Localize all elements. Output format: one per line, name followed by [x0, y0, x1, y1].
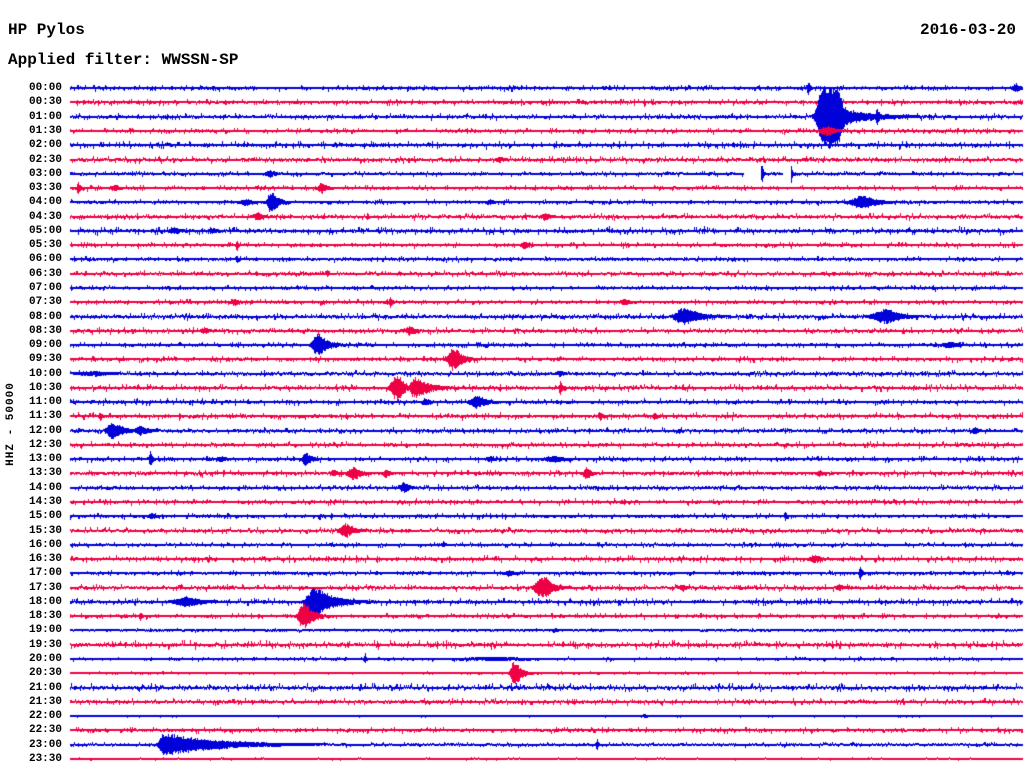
- row-time-label: 01:00: [28, 110, 62, 123]
- row-time-label: 07:00: [28, 281, 62, 294]
- row-time-label: 18:30: [28, 610, 62, 623]
- row-time-label: 15:00: [28, 510, 62, 523]
- row-time-label: 00:00: [28, 82, 62, 95]
- row-time-label: 15:30: [28, 524, 62, 537]
- row-time-label: 14:30: [28, 496, 62, 509]
- applied-filter-label: Applied filter: WWSSN-SP: [8, 51, 239, 69]
- date-label: 2016-03-20: [919, 21, 1016, 39]
- row-time-label: 21:30: [28, 695, 62, 708]
- row-time-label: 04:30: [28, 210, 62, 223]
- row-time-label: 09:00: [28, 339, 62, 352]
- row-time-label: 21:00: [28, 681, 62, 694]
- row-time-label: 07:30: [28, 296, 62, 309]
- row-time-label: 19:30: [28, 638, 62, 651]
- row-time-label: 08:00: [28, 310, 62, 323]
- row-time-label: 05:00: [28, 224, 62, 237]
- row-time-label: 06:00: [28, 253, 62, 266]
- row-time-label: 02:30: [28, 153, 62, 166]
- row-time-label: 11:30: [28, 410, 62, 423]
- row-time-label: 20:00: [28, 653, 62, 665]
- row-time-label: 14:00: [28, 481, 62, 494]
- row-time-label: 17:00: [28, 567, 62, 580]
- row-time-label: 16:00: [28, 538, 62, 551]
- row-time-label: 01:30: [28, 125, 62, 137]
- row-time-label: 09:30: [28, 353, 62, 366]
- row-time-label: 05:30: [28, 239, 62, 252]
- row-time-label: 02:00: [28, 139, 62, 152]
- row-time-label: 19:00: [28, 624, 62, 637]
- row-time-label: 23:30: [28, 752, 62, 765]
- station-title: HP Pylos: [8, 21, 85, 39]
- row-time-label: 00:30: [28, 96, 62, 109]
- row-time-label: 13:00: [28, 453, 62, 466]
- row-time-label: 12:00: [28, 424, 62, 437]
- row-time-label: 10:00: [28, 367, 62, 380]
- row-time-label: 08:30: [28, 324, 62, 337]
- row-time-label: 17:30: [28, 581, 62, 594]
- row-time-label: 22:00: [28, 710, 62, 723]
- row-time-label: 13:30: [28, 467, 62, 480]
- row-time-label: 06:30: [28, 267, 62, 280]
- row-time-label: 10:30: [28, 381, 62, 394]
- row-time-label: 16:30: [28, 553, 62, 566]
- row-time-label: 04:00: [28, 196, 62, 209]
- row-time-label: 03:00: [28, 167, 62, 180]
- row-time-label: 22:30: [28, 724, 62, 737]
- row-time-label: 23:00: [28, 738, 62, 751]
- row-time-label: 18:00: [28, 595, 62, 608]
- row-time-label: 12:30: [28, 438, 62, 451]
- row-time-label: 20:30: [28, 667, 62, 680]
- row-time-label: 11:00: [28, 396, 62, 409]
- row-time-label: 03:30: [28, 182, 62, 195]
